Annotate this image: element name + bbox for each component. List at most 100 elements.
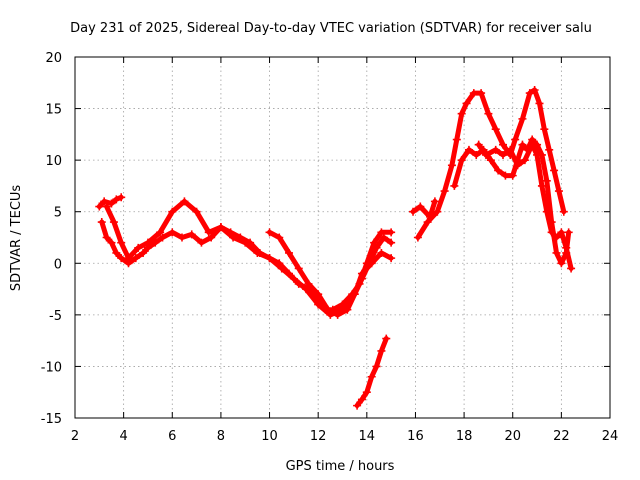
data-point <box>469 89 478 98</box>
data-point <box>423 218 432 227</box>
data-point <box>112 248 121 257</box>
x-tick-label: 6 <box>168 429 176 444</box>
data-point <box>151 238 160 247</box>
data-point <box>343 305 352 314</box>
series-line <box>476 142 574 271</box>
data-point <box>550 166 559 175</box>
y-tick-label: 20 <box>45 51 62 66</box>
data-point <box>372 362 381 371</box>
data-point <box>530 86 539 95</box>
data-point <box>285 248 293 257</box>
data-point <box>433 207 442 216</box>
data-point <box>134 243 143 252</box>
data-point <box>554 187 563 196</box>
data-point <box>265 228 274 237</box>
series-line <box>410 198 438 220</box>
data-point <box>552 248 561 257</box>
x-tick-label: 8 <box>217 429 225 444</box>
data-point <box>117 238 126 247</box>
data-point <box>567 264 576 273</box>
series-line <box>99 219 394 313</box>
x-tick-label: 14 <box>359 429 376 444</box>
data-point <box>542 176 551 185</box>
data-point <box>540 125 549 134</box>
data-point <box>377 248 386 257</box>
series-track-7 <box>413 86 568 242</box>
data-point <box>559 207 568 216</box>
data-point <box>207 233 216 242</box>
data-point <box>314 300 323 309</box>
data-point <box>525 89 534 98</box>
data-point <box>350 290 359 299</box>
data-point <box>537 181 546 190</box>
data-point <box>474 140 483 149</box>
data-point <box>520 156 529 165</box>
data-point <box>440 187 449 196</box>
data-point <box>513 161 522 170</box>
data-point <box>494 166 503 175</box>
x-tick-label: 10 <box>261 429 278 444</box>
x-tick-label: 24 <box>602 429 619 444</box>
x-tick-label: 18 <box>456 429 473 444</box>
series-track-9 <box>474 140 576 273</box>
data-point <box>506 145 515 154</box>
data-point <box>357 395 366 404</box>
chart-title: Day 231 of 2025, Sidereal Day-to-day VTE… <box>70 21 592 36</box>
x-tick-label: 12 <box>310 429 327 444</box>
x-tick-label: 2 <box>71 429 79 444</box>
y-tick-label: -10 <box>41 360 62 375</box>
data-point <box>156 228 165 237</box>
data-point <box>447 161 456 170</box>
data-point <box>302 285 311 294</box>
data-point <box>457 156 466 165</box>
data-point <box>192 207 201 216</box>
data-point <box>362 388 371 397</box>
data-point <box>518 114 527 123</box>
data-point <box>535 99 544 108</box>
y-tick-label: -5 <box>49 309 62 324</box>
data-point <box>367 372 376 381</box>
data-point <box>477 89 486 98</box>
data-point <box>253 248 262 257</box>
data-point <box>294 264 303 273</box>
data-point <box>542 207 551 216</box>
data-point <box>472 150 481 159</box>
data-point <box>275 233 284 242</box>
data-point <box>314 290 323 299</box>
data-point <box>365 259 374 268</box>
y-tick-label: 10 <box>45 154 62 169</box>
data-point <box>372 243 381 252</box>
data-point <box>499 150 507 159</box>
data-point <box>289 274 298 283</box>
data-point <box>333 310 342 319</box>
series-layer <box>95 86 576 410</box>
data-point <box>533 150 542 159</box>
data-point <box>107 199 116 208</box>
data-point <box>370 238 379 247</box>
data-point <box>277 264 286 273</box>
data-point <box>377 346 386 355</box>
data-point <box>557 228 566 237</box>
data-point <box>464 145 473 154</box>
y-tick-label: 15 <box>45 103 62 118</box>
data-point <box>486 156 495 165</box>
data-point <box>158 233 167 242</box>
data-point <box>518 140 527 149</box>
data-point <box>241 238 250 247</box>
y-tick-label: 5 <box>54 206 62 221</box>
data-point <box>124 254 133 263</box>
data-point <box>557 259 566 268</box>
data-point <box>304 279 313 288</box>
series-track-1 <box>95 193 126 211</box>
data-point <box>508 171 517 180</box>
data-point <box>564 228 573 237</box>
data-point <box>450 181 459 190</box>
y-tick-label: -15 <box>41 412 62 427</box>
data-point <box>545 145 554 154</box>
y-axis-label: SDTVAR / TECUs <box>9 185 24 292</box>
data-point <box>178 233 186 242</box>
data-point <box>379 233 388 242</box>
series-track-5 <box>353 334 391 410</box>
data-point <box>484 109 493 118</box>
